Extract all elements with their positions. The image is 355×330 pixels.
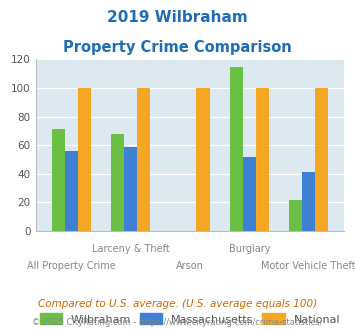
Text: 2019 Wilbraham: 2019 Wilbraham — [107, 10, 248, 25]
Text: Arson: Arson — [176, 261, 204, 271]
Legend: Wilbraham, Massachusetts, National: Wilbraham, Massachusetts, National — [35, 309, 345, 329]
Bar — [78, 88, 91, 231]
Bar — [243, 157, 256, 231]
Bar — [289, 200, 302, 231]
Bar — [230, 67, 243, 231]
Bar — [51, 129, 65, 231]
Text: Motor Vehicle Theft: Motor Vehicle Theft — [261, 261, 355, 271]
Bar — [124, 147, 137, 231]
Text: Property Crime Comparison: Property Crime Comparison — [63, 40, 292, 54]
Text: Burglary: Burglary — [229, 244, 270, 254]
Bar — [111, 134, 124, 231]
Bar — [302, 172, 315, 231]
Bar — [256, 88, 269, 231]
Bar — [65, 151, 78, 231]
Bar — [137, 88, 150, 231]
Text: Larceny & Theft: Larceny & Theft — [92, 244, 169, 254]
Text: All Property Crime: All Property Crime — [27, 261, 115, 271]
Text: © 2025 CityRating.com - https://www.cityrating.com/crime-statistics/: © 2025 CityRating.com - https://www.city… — [32, 318, 323, 327]
Bar — [315, 88, 328, 231]
Bar — [196, 88, 209, 231]
Text: Compared to U.S. average. (U.S. average equals 100): Compared to U.S. average. (U.S. average … — [38, 299, 317, 309]
